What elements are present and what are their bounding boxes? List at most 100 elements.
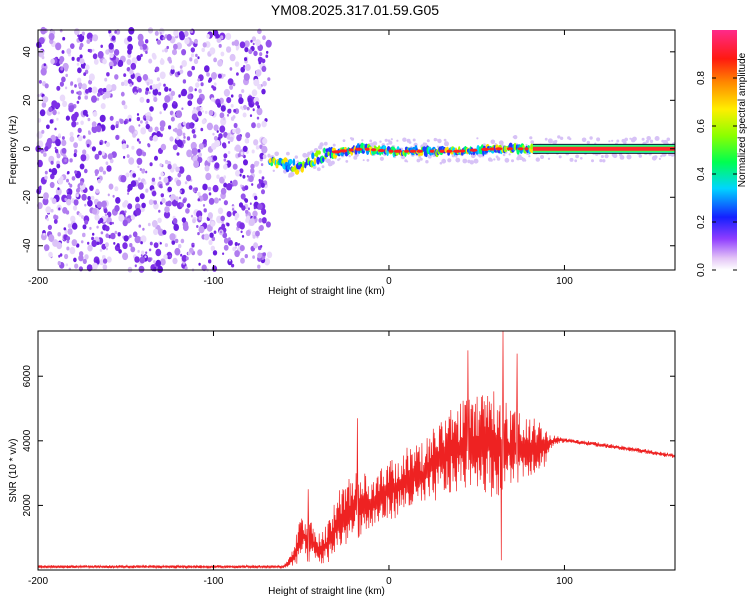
noise-blob bbox=[127, 35, 133, 42]
noise-blob bbox=[170, 68, 175, 75]
noise-blob bbox=[191, 244, 195, 248]
noise-blob bbox=[74, 111, 79, 118]
noise-blob bbox=[172, 113, 176, 118]
ridge-halo-dot bbox=[406, 160, 409, 163]
noise-blob bbox=[129, 243, 133, 248]
noise-blob bbox=[239, 222, 245, 230]
noise-blob bbox=[151, 180, 156, 186]
noise-blob bbox=[154, 155, 158, 161]
noise-blob bbox=[146, 98, 150, 103]
noise-blob bbox=[257, 105, 260, 109]
noise-blob bbox=[170, 177, 173, 181]
noise-blob bbox=[125, 172, 130, 178]
spectrogram-y-label: Frequency (Hz) bbox=[8, 116, 19, 185]
noise-blob bbox=[132, 132, 137, 138]
noise-blob bbox=[252, 255, 256, 259]
noise-blob bbox=[74, 170, 78, 175]
noise-blob bbox=[137, 33, 144, 42]
noise-blob bbox=[197, 249, 203, 256]
noise-blob bbox=[159, 184, 163, 189]
noise-blob bbox=[234, 61, 240, 67]
noise-blob bbox=[210, 245, 215, 252]
ridge-halo-dot bbox=[408, 141, 412, 144]
y-tick-label: 20 bbox=[22, 94, 33, 106]
noise-blob bbox=[84, 168, 88, 174]
ridge-core bbox=[517, 147, 524, 151]
noise-blob bbox=[209, 47, 216, 55]
noise-blob bbox=[109, 52, 114, 59]
noise-blob bbox=[161, 49, 165, 53]
noise-blob bbox=[58, 133, 61, 137]
noise-blob bbox=[80, 240, 84, 244]
noise-blob bbox=[208, 192, 212, 196]
noise-blob bbox=[251, 122, 256, 129]
ridge-halo-dot bbox=[350, 137, 355, 141]
noise-blob bbox=[60, 66, 64, 71]
noise-blob bbox=[181, 254, 188, 262]
ridge-halo-dot bbox=[455, 155, 458, 158]
noise-blob bbox=[111, 35, 116, 41]
noise-blob bbox=[84, 254, 89, 260]
noise-blob bbox=[201, 193, 209, 202]
ridge-halo-dot bbox=[508, 153, 511, 156]
noise-blob bbox=[226, 97, 232, 104]
ridge-halo-dot bbox=[626, 154, 632, 160]
noise-blob bbox=[184, 266, 188, 270]
noise-blob bbox=[261, 88, 266, 95]
ridge-core bbox=[393, 149, 402, 153]
noise-blob bbox=[176, 136, 180, 141]
ridge-halo-dot bbox=[462, 158, 468, 164]
y-tick-label: -20 bbox=[22, 190, 33, 205]
noise-blob bbox=[136, 116, 141, 122]
ridge-halo-dot bbox=[321, 165, 325, 169]
colorbar-tick-label: 0.6 bbox=[696, 119, 707, 133]
noise-blob bbox=[145, 50, 148, 55]
noise-blob bbox=[106, 84, 112, 92]
noise-blob bbox=[54, 146, 57, 150]
ridge-halo-dot bbox=[559, 136, 564, 140]
noise-blob bbox=[210, 97, 215, 102]
noise-blob bbox=[232, 115, 236, 119]
ridge-halo-dot bbox=[602, 159, 606, 163]
noise-blob bbox=[158, 82, 162, 87]
noise-blob bbox=[193, 160, 200, 168]
noise-blob bbox=[238, 202, 244, 208]
noise-blob bbox=[153, 260, 156, 264]
noise-blob bbox=[173, 29, 179, 37]
noise-blob bbox=[87, 241, 90, 245]
noise-blob bbox=[105, 225, 110, 232]
noise-blob bbox=[109, 158, 114, 164]
noise-blob bbox=[255, 69, 262, 77]
ridge-halo-dot bbox=[616, 139, 620, 143]
noise-blob bbox=[225, 161, 228, 165]
noise-blob bbox=[216, 130, 219, 133]
noise-blob bbox=[167, 56, 172, 62]
noise-blob bbox=[138, 140, 141, 144]
noise-blob bbox=[236, 72, 239, 76]
noise-blob bbox=[157, 265, 164, 273]
noise-blob bbox=[96, 97, 100, 101]
colorbar-ticks: 0.0 0.2 0.4 0.6 0.8 bbox=[696, 71, 737, 277]
noise-blob bbox=[200, 127, 204, 132]
noise-blob bbox=[95, 125, 102, 133]
ridge-halo-dot bbox=[623, 140, 627, 145]
noise-blob bbox=[261, 65, 267, 72]
ridge-halo-dot bbox=[443, 138, 447, 142]
noise-blob bbox=[89, 185, 94, 192]
noise-blob bbox=[213, 197, 219, 204]
noise-blob bbox=[231, 208, 235, 211]
noise-blob bbox=[218, 198, 221, 201]
ridge-halo-dot bbox=[478, 153, 483, 158]
noise-blob bbox=[127, 49, 132, 55]
noise-blob bbox=[70, 81, 74, 86]
noise-blob bbox=[180, 253, 183, 257]
noise-blob bbox=[99, 217, 104, 223]
noise-blob bbox=[42, 197, 49, 206]
noise-blob bbox=[108, 42, 114, 50]
noise-blob bbox=[154, 30, 159, 36]
noise-blob bbox=[109, 221, 113, 226]
noise-blob bbox=[145, 251, 148, 254]
noise-blob bbox=[252, 210, 258, 218]
ridge-halo-dot bbox=[558, 155, 562, 159]
noise-blob bbox=[208, 109, 214, 116]
